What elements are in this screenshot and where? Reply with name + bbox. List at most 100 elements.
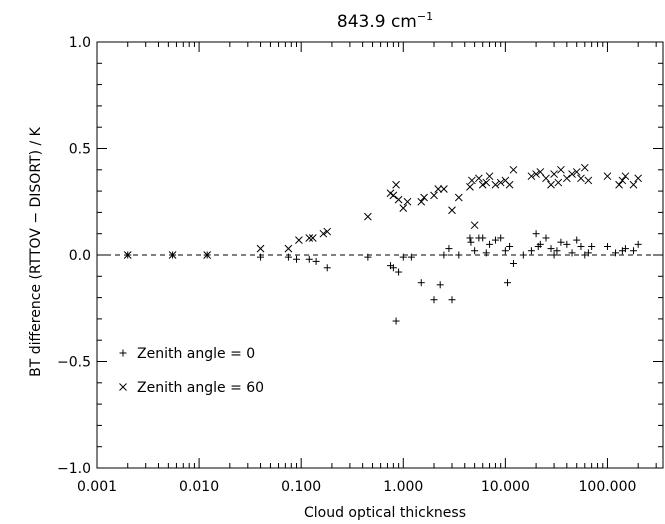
- legend-symbol-cross: [119, 383, 127, 391]
- cross-marker: [389, 191, 398, 200]
- plus-marker: [471, 247, 479, 255]
- plus-marker: [440, 251, 448, 259]
- cross-marker: [603, 172, 612, 181]
- plus-marker: [430, 296, 438, 304]
- cross-marker: [305, 234, 314, 242]
- plus-marker: [612, 249, 620, 257]
- plus-marker: [563, 240, 571, 248]
- chart-title-superscript: −1: [417, 10, 433, 23]
- cross-marker: [392, 180, 400, 189]
- cross-marker: [584, 176, 593, 185]
- cross-marker: [466, 182, 474, 191]
- plus-marker: [603, 242, 611, 250]
- cross-marker: [256, 244, 265, 253]
- cross-marker: [568, 170, 576, 178]
- x-tick-label: 100.000: [579, 479, 637, 495]
- cross-marker: [557, 165, 565, 174]
- cross-marker: [454, 193, 463, 202]
- plus-marker: [482, 249, 490, 257]
- plus-marker: [305, 255, 313, 263]
- cross-marker: [485, 172, 494, 181]
- plus-marker: [395, 268, 403, 276]
- cross-marker: [572, 168, 581, 176]
- cross-marker: [284, 244, 293, 253]
- cross-marker: [562, 174, 571, 183]
- legend-label: Zenith angle = 0: [137, 346, 255, 362]
- cross-marker: [532, 170, 540, 178]
- plus-marker: [491, 236, 499, 244]
- cross-marker: [319, 229, 328, 238]
- cross-marker: [417, 197, 426, 206]
- cross-marker: [168, 251, 177, 259]
- y-axis-label: BT difference (RTTOV − DISORT) / K: [28, 126, 44, 377]
- cross-marker: [621, 172, 630, 181]
- cross-marker: [323, 227, 332, 236]
- cross-marker: [475, 174, 483, 183]
- x-tick-label: 10.000: [481, 479, 530, 495]
- axis-ticks: 0.001 0.010 0.100 1.000 10.000 100.000 −1.0 −0.…: [57, 35, 663, 495]
- chart-title-main: 843.9 cm: [337, 12, 417, 32]
- cross-marker: [527, 172, 536, 181]
- plus-marker: [392, 317, 400, 325]
- plus-marker: [501, 247, 509, 255]
- legend-symbol-plus: [119, 349, 127, 357]
- y-tick-label: 0.5: [69, 142, 91, 158]
- x-axis-label: Cloud optical thickness: [304, 505, 466, 521]
- cross-marker: [364, 212, 372, 221]
- cross-marker: [629, 180, 638, 189]
- plus-marker: [407, 253, 415, 261]
- cross-marker: [580, 163, 589, 172]
- plus-marker: [399, 253, 407, 261]
- cross-marker: [123, 251, 132, 259]
- cross-marker: [420, 193, 428, 202]
- plus-marker: [519, 251, 527, 259]
- x-tick-label: 0.010: [179, 479, 219, 495]
- plus-marker: [284, 253, 292, 261]
- plus-marker: [550, 251, 558, 259]
- cross-marker: [470, 221, 479, 230]
- y-tick-label: −1.0: [57, 461, 91, 477]
- cross-marker: [403, 197, 412, 206]
- y-tick-label: 1.0: [69, 35, 91, 51]
- plus-marker: [557, 238, 565, 246]
- plus-marker: [293, 255, 301, 263]
- plus-marker: [486, 240, 494, 248]
- plus-marker: [568, 249, 576, 257]
- chart-title: 843.9 cm−1: [337, 10, 433, 32]
- cross-marker: [509, 165, 518, 174]
- plus-marker: [455, 251, 463, 259]
- plus-marker: [547, 245, 555, 253]
- cross-marker: [448, 206, 456, 215]
- plus-marker: [436, 281, 444, 289]
- cross-marker: [434, 185, 443, 193]
- cross-marker: [203, 251, 212, 259]
- series-zenith-0: [124, 230, 642, 325]
- plus-marker: [445, 245, 453, 253]
- plus-marker: [527, 247, 535, 255]
- cross-marker: [496, 178, 505, 187]
- plus-marker: [509, 260, 517, 268]
- cross-marker: [394, 195, 403, 204]
- plus-marker: [389, 264, 397, 272]
- plus-marker: [630, 247, 638, 255]
- plus-marker: [588, 242, 596, 250]
- plus-marker: [506, 242, 514, 250]
- plus-marker: [364, 253, 372, 261]
- x-tick-label: 1.000: [383, 479, 423, 495]
- cross-marker: [550, 170, 558, 178]
- plus-marker: [581, 251, 589, 259]
- x-tick-label: 0.100: [281, 479, 321, 495]
- plus-marker: [479, 234, 487, 242]
- cross-marker: [482, 178, 491, 187]
- cross-marker: [491, 180, 500, 189]
- plus-marker: [257, 253, 265, 261]
- legend-label: Zenith angle = 60: [137, 380, 264, 396]
- plus-marker: [584, 249, 592, 257]
- cross-marker: [634, 174, 643, 183]
- cross-marker: [536, 168, 545, 176]
- plus-marker: [542, 234, 550, 242]
- plus-marker: [417, 279, 425, 287]
- plus-marker: [466, 234, 474, 242]
- y-tick-label: 0.0: [69, 248, 91, 264]
